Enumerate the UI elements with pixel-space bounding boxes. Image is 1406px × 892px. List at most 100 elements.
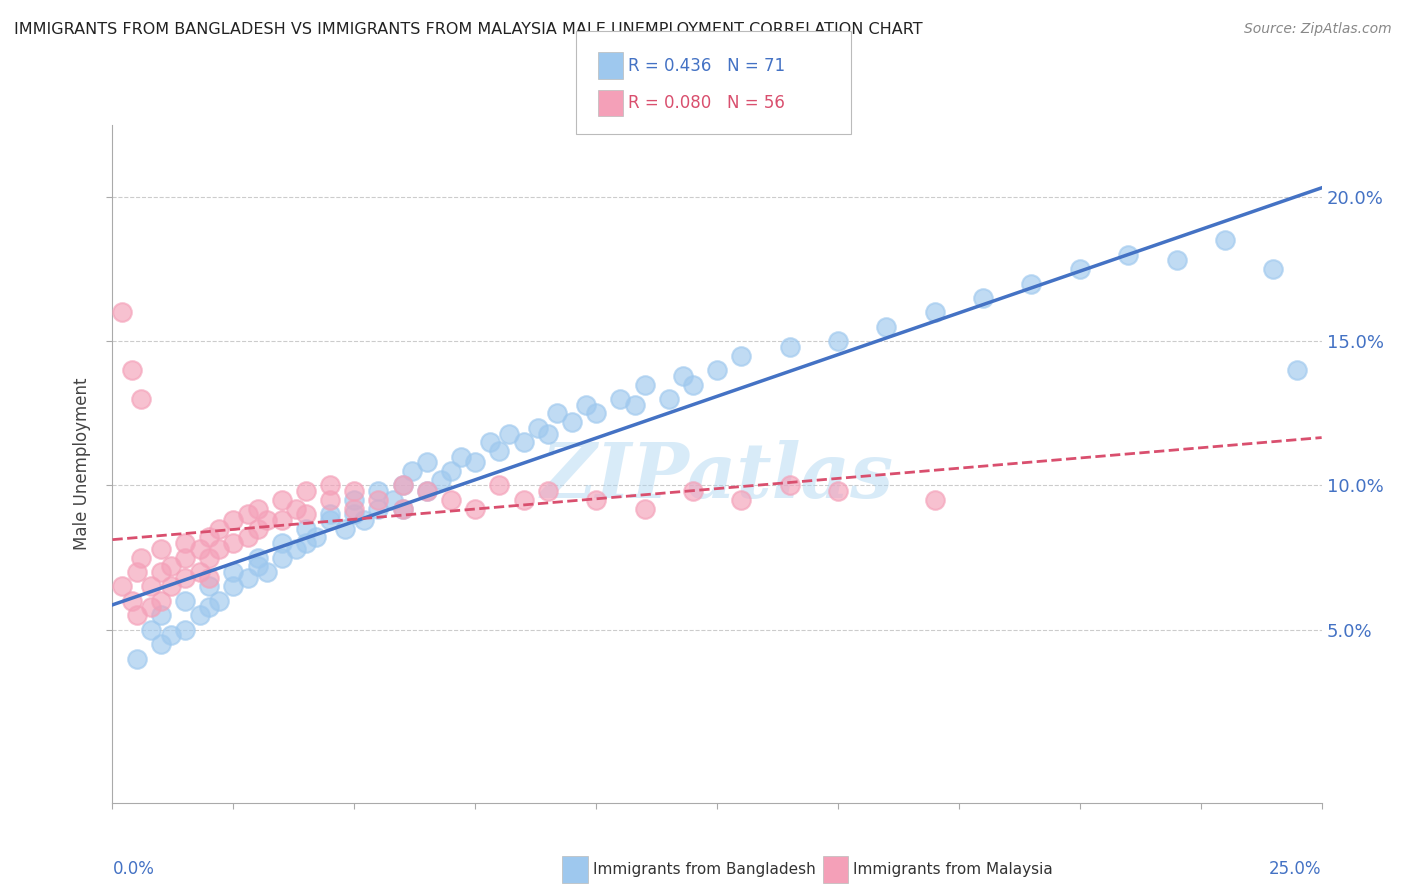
Point <box>537 426 560 441</box>
Point <box>391 478 413 492</box>
Point <box>464 455 486 469</box>
Point <box>924 305 946 319</box>
Point <box>141 623 163 637</box>
Point <box>149 637 172 651</box>
Point <box>222 513 245 527</box>
Point <box>382 492 405 507</box>
Point <box>401 464 423 478</box>
Point <box>575 398 598 412</box>
Point <box>1021 277 1043 291</box>
Point <box>416 455 439 469</box>
Text: 25.0%: 25.0% <box>1270 861 1322 879</box>
Point <box>125 651 148 665</box>
Point <box>256 513 278 527</box>
Point <box>111 305 134 319</box>
Point <box>730 349 752 363</box>
Point <box>304 530 326 544</box>
Point <box>159 579 181 593</box>
Y-axis label: Male Unemployment: Male Unemployment <box>73 377 91 550</box>
Point <box>1069 262 1091 277</box>
Point <box>343 501 366 516</box>
Point <box>256 565 278 579</box>
Text: R = 0.080   N = 56: R = 0.080 N = 56 <box>628 95 786 112</box>
Text: 0.0%: 0.0% <box>112 861 155 879</box>
Text: ZIPatlas: ZIPatlas <box>540 441 894 515</box>
Point <box>295 484 318 499</box>
Point <box>131 550 153 565</box>
Point <box>343 508 366 522</box>
Point <box>343 492 366 507</box>
Point <box>285 541 308 556</box>
Point <box>488 478 510 492</box>
Point <box>450 450 472 464</box>
Point <box>236 530 259 544</box>
Point <box>270 513 292 527</box>
Point <box>319 513 342 527</box>
Point <box>561 415 583 429</box>
Point <box>208 594 231 608</box>
Point <box>391 501 413 516</box>
Point <box>188 608 211 623</box>
Point <box>198 530 221 544</box>
Point <box>682 484 704 499</box>
Point <box>188 565 211 579</box>
Point <box>149 565 172 579</box>
Point <box>827 334 849 349</box>
Point <box>367 492 389 507</box>
Point <box>367 484 389 499</box>
Point <box>222 565 245 579</box>
Point <box>1116 248 1139 262</box>
Point <box>464 501 486 516</box>
Point <box>430 473 453 487</box>
Text: Source: ZipAtlas.com: Source: ZipAtlas.com <box>1244 22 1392 37</box>
Point <box>633 501 655 516</box>
Point <box>585 492 607 507</box>
Point <box>174 623 197 637</box>
Point <box>440 492 463 507</box>
Point <box>779 340 801 354</box>
Point <box>270 536 292 550</box>
Point <box>319 478 342 492</box>
Point <box>285 501 308 516</box>
Point <box>682 377 704 392</box>
Point <box>270 550 292 565</box>
Point <box>1263 262 1285 277</box>
Point <box>198 550 221 565</box>
Point <box>198 579 221 593</box>
Point <box>391 501 413 516</box>
Text: Immigrants from Malaysia: Immigrants from Malaysia <box>853 863 1053 877</box>
Point <box>208 541 231 556</box>
Point <box>512 492 534 507</box>
Point <box>131 392 153 406</box>
Point <box>730 492 752 507</box>
Point <box>125 608 148 623</box>
Point <box>246 550 269 565</box>
Point <box>319 508 342 522</box>
Point <box>121 363 143 377</box>
Point <box>333 522 356 536</box>
Point <box>546 406 568 420</box>
Point <box>972 291 994 305</box>
Point <box>295 522 318 536</box>
Point <box>141 579 163 593</box>
Point <box>246 559 269 574</box>
Point <box>1166 253 1188 268</box>
Point <box>343 484 366 499</box>
Point <box>198 571 221 585</box>
Point <box>478 435 501 450</box>
Point <box>159 559 181 574</box>
Point <box>779 478 801 492</box>
Point <box>270 492 292 507</box>
Point <box>624 398 647 412</box>
Point <box>222 579 245 593</box>
Point <box>827 484 849 499</box>
Point <box>1213 233 1236 247</box>
Point <box>367 501 389 516</box>
Point <box>609 392 631 406</box>
Point <box>222 536 245 550</box>
Point <box>149 541 172 556</box>
Point <box>111 579 134 593</box>
Text: R = 0.436   N = 71: R = 0.436 N = 71 <box>628 57 786 75</box>
Point <box>295 536 318 550</box>
Point <box>174 594 197 608</box>
